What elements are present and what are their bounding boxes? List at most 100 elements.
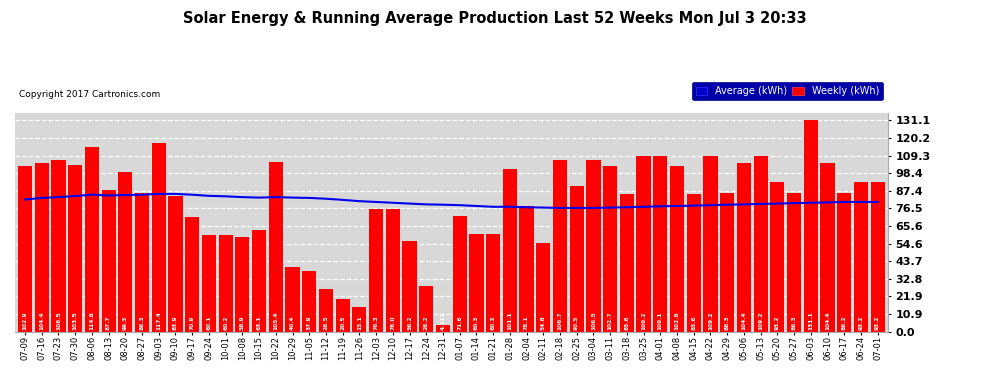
Bar [687, 194, 701, 332]
Bar [369, 209, 383, 332]
Text: 87.7: 87.7 [106, 315, 111, 330]
Bar [853, 182, 868, 332]
Text: 28.2: 28.2 [424, 315, 429, 330]
Bar [753, 156, 767, 332]
Text: 104.4: 104.4 [825, 311, 830, 330]
Bar [135, 193, 149, 332]
Text: 102.7: 102.7 [608, 311, 613, 330]
Text: 20.5: 20.5 [341, 315, 346, 330]
Text: Solar Energy & Running Average Production Last 52 Weeks Mon Jul 3 20:33: Solar Energy & Running Average Productio… [183, 11, 807, 26]
Bar [151, 142, 166, 332]
Text: 76.0: 76.0 [390, 315, 395, 330]
Bar [202, 235, 216, 332]
Bar [503, 169, 517, 332]
Bar [804, 120, 818, 332]
Bar [787, 193, 801, 332]
Text: 104.4: 104.4 [40, 311, 45, 330]
Bar [586, 160, 601, 332]
Text: 102.9: 102.9 [23, 312, 28, 330]
Bar [569, 186, 584, 332]
Text: 93.2: 93.2 [875, 315, 880, 330]
Text: 117.4: 117.4 [156, 311, 161, 330]
Text: 93.2: 93.2 [775, 315, 780, 330]
Bar [469, 234, 483, 332]
Text: 106.5: 106.5 [591, 311, 596, 330]
Text: 109.2: 109.2 [642, 312, 646, 330]
Text: 54.8: 54.8 [541, 315, 545, 330]
Bar [352, 307, 366, 332]
Text: 86.3: 86.3 [140, 315, 145, 330]
Bar [520, 206, 534, 332]
Bar [436, 325, 450, 332]
Bar [35, 164, 49, 332]
Bar [319, 289, 333, 332]
Text: 106.5: 106.5 [56, 311, 61, 330]
Text: 4.312: 4.312 [441, 311, 446, 330]
Text: 78.1: 78.1 [524, 315, 529, 330]
Text: 114.8: 114.8 [89, 311, 94, 330]
Bar [219, 235, 233, 332]
Bar [51, 160, 65, 332]
Bar [620, 194, 634, 332]
Text: 56.2: 56.2 [407, 315, 412, 330]
Text: 131.1: 131.1 [808, 311, 813, 330]
Text: 60.1: 60.1 [207, 315, 212, 330]
Bar [85, 147, 99, 332]
Bar [419, 286, 434, 332]
Text: 85.6: 85.6 [691, 315, 696, 330]
Text: Copyright 2017 Cartronics.com: Copyright 2017 Cartronics.com [20, 90, 160, 99]
Text: 99.3: 99.3 [123, 316, 128, 330]
Bar [870, 182, 885, 332]
Bar [68, 165, 82, 332]
Bar [102, 190, 116, 332]
Bar [703, 156, 718, 332]
Bar [236, 237, 249, 332]
Text: 109.1: 109.1 [657, 312, 663, 330]
Bar [452, 216, 467, 332]
Bar [118, 172, 133, 332]
Text: 15.1: 15.1 [356, 315, 362, 330]
Text: 60.3: 60.3 [474, 315, 479, 330]
Text: 105.4: 105.4 [273, 311, 278, 330]
Bar [737, 164, 751, 332]
Bar [185, 217, 199, 332]
Bar [537, 243, 550, 332]
Bar [670, 166, 684, 332]
Text: 40.4: 40.4 [290, 315, 295, 330]
Bar [336, 298, 349, 332]
Bar [770, 182, 784, 332]
Bar [403, 241, 417, 332]
Text: 58.9: 58.9 [240, 315, 245, 330]
Bar [637, 156, 650, 332]
Bar [285, 267, 300, 332]
Text: 71.6: 71.6 [457, 315, 462, 330]
Text: 60.2: 60.2 [223, 315, 228, 330]
Text: 109.2: 109.2 [708, 312, 713, 330]
Text: 103.5: 103.5 [72, 311, 77, 330]
Text: 76.3: 76.3 [373, 315, 378, 330]
Bar [268, 162, 283, 332]
Text: 90.5: 90.5 [574, 316, 579, 330]
Text: 106.7: 106.7 [557, 311, 562, 330]
Bar [486, 234, 500, 332]
Text: 70.9: 70.9 [190, 316, 195, 330]
Text: 60.3: 60.3 [491, 315, 496, 330]
Bar [252, 230, 266, 332]
Bar [386, 209, 400, 332]
Text: 104.4: 104.4 [742, 311, 746, 330]
Bar [168, 196, 182, 332]
Text: 86.2: 86.2 [842, 315, 846, 330]
Text: 86.3: 86.3 [792, 315, 797, 330]
Text: 83.9: 83.9 [173, 315, 178, 330]
Bar [302, 270, 317, 332]
Legend: Average (kWh), Weekly (kWh): Average (kWh), Weekly (kWh) [692, 82, 883, 100]
Bar [821, 164, 835, 332]
Text: 63.1: 63.1 [256, 315, 261, 330]
Bar [552, 160, 567, 332]
Text: 37.9: 37.9 [307, 315, 312, 330]
Text: 26.5: 26.5 [324, 315, 329, 330]
Bar [603, 166, 618, 332]
Text: 85.6: 85.6 [625, 315, 630, 330]
Text: 86.3: 86.3 [725, 315, 730, 330]
Bar [838, 193, 851, 332]
